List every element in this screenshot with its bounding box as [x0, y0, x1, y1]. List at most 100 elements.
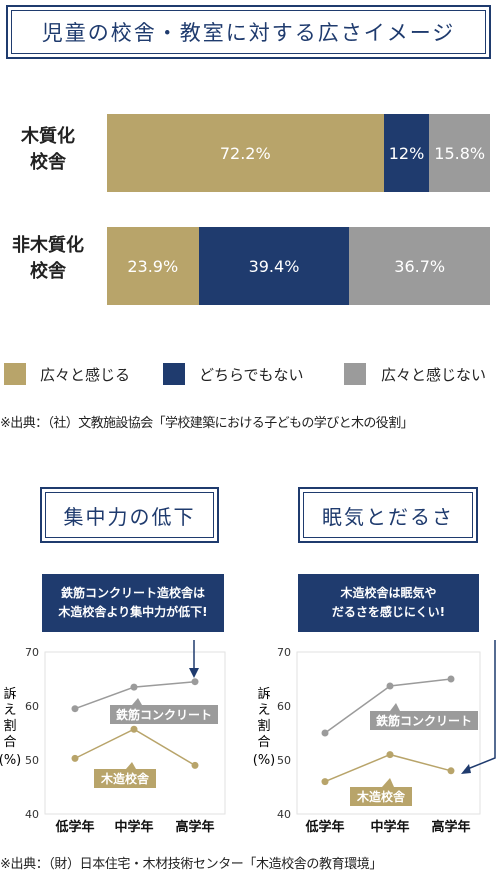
y-tick-label: 40	[25, 808, 39, 821]
row-label-line: 校舎	[30, 152, 66, 173]
y-axis-label-char: 訴	[257, 686, 270, 702]
stacked-bar-wooden: 72.2% 12% 15.8%	[107, 114, 490, 192]
row-label-line: 木質化	[21, 126, 75, 147]
data-label: 15.8%	[434, 143, 486, 163]
callout-arrow-head	[461, 764, 471, 774]
callout-line: だるさを感じにくい!	[331, 605, 446, 619]
source-note-top: ※出典：（社）文教施設協会「学校建築における子どもの学びと木の役割」	[0, 416, 414, 431]
data-point	[447, 767, 455, 775]
data-label: 39.4%	[248, 256, 300, 276]
y-axis-unit: (%)	[0, 753, 21, 768]
right-line-chart: 訴 え 割 合 (%) 40 50 60 70 低学年 中学年 高学年 鉄筋コンクリート木造校…	[253, 640, 496, 835]
legend-label: 広々と感じない	[381, 366, 487, 384]
callout-line: 木造校舎は眠気や	[340, 586, 437, 600]
series-tag	[110, 705, 218, 724]
bar-segment-not-spacious: 15.8%	[429, 114, 490, 192]
data-point	[386, 682, 394, 690]
series-line	[74, 728, 196, 767]
x-tick-label: 低学年	[54, 819, 94, 835]
right-panel-title: 眠気とだるさ	[322, 504, 454, 529]
row-label-non-wooden: 非木質化 校舎	[0, 233, 96, 285]
legend-label: 広々と感じる	[40, 366, 131, 384]
bar-segment-not-spacious: 36.7%	[349, 227, 490, 305]
y-tick-label: 60	[277, 700, 291, 713]
callout-arrow-line	[464, 640, 496, 771]
x-tick-label: 中学年	[370, 819, 409, 835]
callout-arrow-head	[189, 668, 199, 678]
x-tick-label: 高学年	[175, 819, 214, 835]
y-tick-label: 70	[25, 646, 39, 659]
series-tag	[370, 711, 478, 730]
series-tag-pointer	[126, 762, 136, 769]
right-callout: 木造校舎は眠気や だるさを感じにくい!	[298, 574, 479, 632]
series-line	[324, 753, 452, 783]
bar-segment-neutral: 12%	[383, 114, 430, 192]
data-point	[71, 754, 79, 762]
data-label: 23.9%	[127, 256, 179, 276]
data-label: 36.7%	[394, 256, 446, 276]
y-tick-label: 50	[277, 754, 291, 767]
y-axis-label-char: 合	[3, 735, 16, 750]
data-point	[191, 761, 199, 769]
series-tag-label: 鉄筋コンクリート	[376, 713, 472, 728]
y-axis-label: 訴 え 割 合 (%)	[0, 686, 21, 768]
y-axis-label-char: 割	[3, 718, 16, 734]
left-line-chart: 訴 え 割 合 (%) 40 50 60 70 低学年 中学年 高学年 鉄筋コンクリート木造校…	[0, 640, 226, 835]
y-axis-label-char: え	[3, 703, 16, 718]
y-tick-label: 70	[277, 646, 291, 659]
plot-area	[44, 651, 226, 815]
y-axis-label-char: 割	[257, 718, 270, 734]
series-tag	[350, 787, 412, 806]
data-point	[321, 778, 329, 786]
bar-segment-neutral: 39.4%	[198, 227, 350, 305]
left-callout: 鉄筋コンクリート造校舎は 木造校舎より集中力が低下!	[42, 574, 224, 632]
source-note-bottom: ※出典：（財）日本住宅・木材技術センター「木造校舎の教育環境」	[0, 857, 382, 872]
bar-segment-spacious: 72.2%	[107, 114, 384, 192]
data-point	[130, 683, 138, 691]
data-point	[321, 729, 329, 737]
x-tick-label: 高学年	[431, 819, 470, 835]
y-tick-label: 50	[25, 754, 39, 767]
y-axis-unit: (%)	[253, 753, 276, 768]
series-tag	[94, 769, 156, 788]
data-point	[71, 705, 79, 713]
y-tick-label: 60	[25, 700, 39, 713]
legend: 広々と感じる どちらでもない 広々と感じない	[0, 360, 500, 388]
right-panel-title-frame: 眠気とだるさ	[298, 487, 478, 543]
y-axis-label-char: え	[257, 703, 270, 718]
y-axis-label-char: 訴	[3, 686, 16, 702]
series-tag-pointer	[132, 698, 142, 705]
series-tag-label: 鉄筋コンクリート	[116, 707, 212, 722]
legend-swatch-spacious	[4, 363, 26, 385]
row-label-line: 非木質化	[12, 235, 84, 256]
y-axis-label: 訴 え 割 合 (%)	[253, 686, 276, 768]
series-tag-pointer	[390, 703, 400, 711]
data-point	[191, 678, 199, 686]
data-point	[447, 675, 455, 683]
series-tag-label: 木造校舎	[100, 771, 150, 786]
left-panel-title-frame: 集中力の低下	[40, 487, 219, 543]
data-label: 12%	[388, 143, 425, 163]
x-tick-label: 低学年	[304, 819, 344, 835]
stacked-bar-non-wooden: 23.9% 39.4% 36.7%	[107, 227, 490, 305]
y-tick-label: 40	[277, 808, 291, 821]
data-point	[386, 751, 394, 759]
series-tag-label: 木造校舎	[356, 789, 406, 804]
row-label-wooden: 木質化 校舎	[0, 124, 96, 176]
callout-line: 木造校舎より集中力が低下!	[58, 605, 208, 619]
bar-segment-spacious: 23.9%	[107, 227, 199, 305]
data-label: 72.2%	[219, 143, 271, 163]
callout-line: 鉄筋コンクリート造校舎は	[60, 586, 205, 600]
plot-area	[296, 651, 481, 815]
left-panel-title: 集中力の低下	[63, 504, 196, 529]
data-point	[130, 725, 138, 733]
top-title-frame: 児童の校舎・教室に対する広さイメージ	[6, 5, 491, 59]
row-label-line: 校舎	[30, 261, 66, 282]
legend-swatch-neutral	[163, 363, 185, 385]
legend-swatch-not-spacious	[344, 363, 366, 385]
y-axis-label-char: 合	[257, 735, 270, 750]
legend-label: どちらでもない	[199, 366, 304, 384]
top-title: 児童の校舎・教室に対する広さイメージ	[41, 21, 456, 45]
series-tag-pointer	[382, 778, 394, 787]
x-tick-label: 中学年	[114, 819, 153, 835]
